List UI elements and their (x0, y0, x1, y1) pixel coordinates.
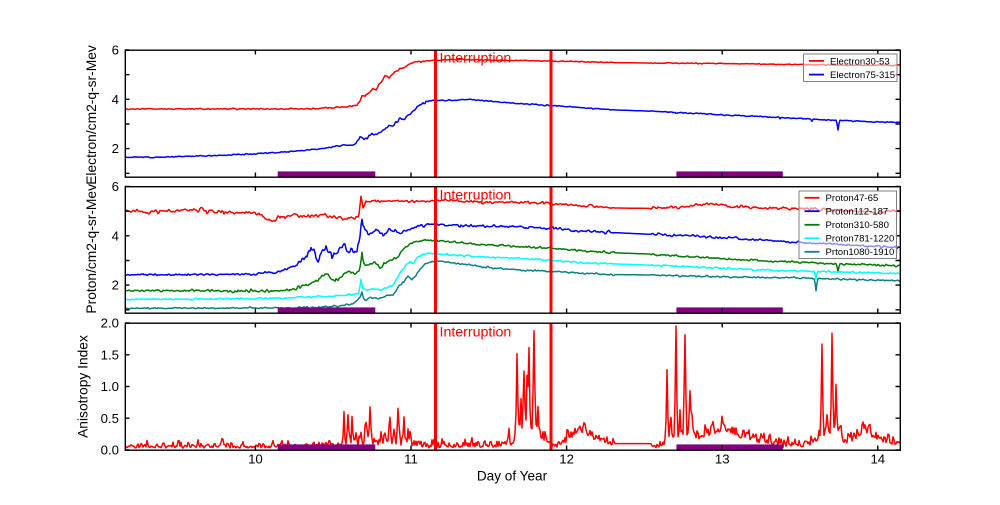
svg-text:1.5: 1.5 (101, 347, 119, 362)
svg-text:Proton310-580: Proton310-580 (826, 220, 889, 231)
svg-text:Prton1080-1910: Prton1080-1910 (826, 247, 895, 258)
svg-text:4: 4 (112, 92, 119, 107)
svg-text:6: 6 (112, 43, 119, 58)
svg-text:Proton781-1220: Proton781-1220 (826, 234, 895, 245)
svg-text:11: 11 (404, 451, 418, 466)
svg-text:Interruption: Interruption (440, 325, 512, 341)
svg-text:1.0: 1.0 (101, 379, 119, 394)
svg-text:2: 2 (112, 278, 119, 293)
svg-text:12: 12 (559, 451, 574, 466)
svg-text:10: 10 (248, 451, 263, 466)
svg-text:2: 2 (112, 141, 119, 156)
svg-text:Day of Year: Day of Year (477, 469, 548, 484)
svg-text:Electron/cm2-q-sr-Mev: Electron/cm2-q-sr-Mev (84, 45, 99, 185)
svg-text:6: 6 (112, 179, 119, 194)
svg-text:Proton47-65: Proton47-65 (826, 193, 879, 204)
svg-text:14: 14 (870, 451, 885, 466)
svg-text:Interruption: Interruption (440, 188, 512, 204)
svg-text:4: 4 (112, 228, 119, 243)
svg-text:0.0: 0.0 (101, 443, 119, 458)
svg-text:Proton112-187: Proton112-187 (826, 207, 889, 218)
svg-text:Electron75-315: Electron75-315 (830, 70, 895, 81)
svg-text:Anisotropy Index: Anisotropy Index (76, 335, 91, 438)
svg-text:Interruption: Interruption (440, 50, 512, 66)
svg-text:0.5: 0.5 (101, 411, 119, 426)
svg-text:13: 13 (715, 451, 730, 466)
svg-text:Proton/cm2-q-sr-Mev: Proton/cm2-q-sr-Mev (84, 184, 99, 314)
svg-text:2.0: 2.0 (101, 316, 119, 331)
svg-text:Electron30-53: Electron30-53 (830, 56, 890, 67)
